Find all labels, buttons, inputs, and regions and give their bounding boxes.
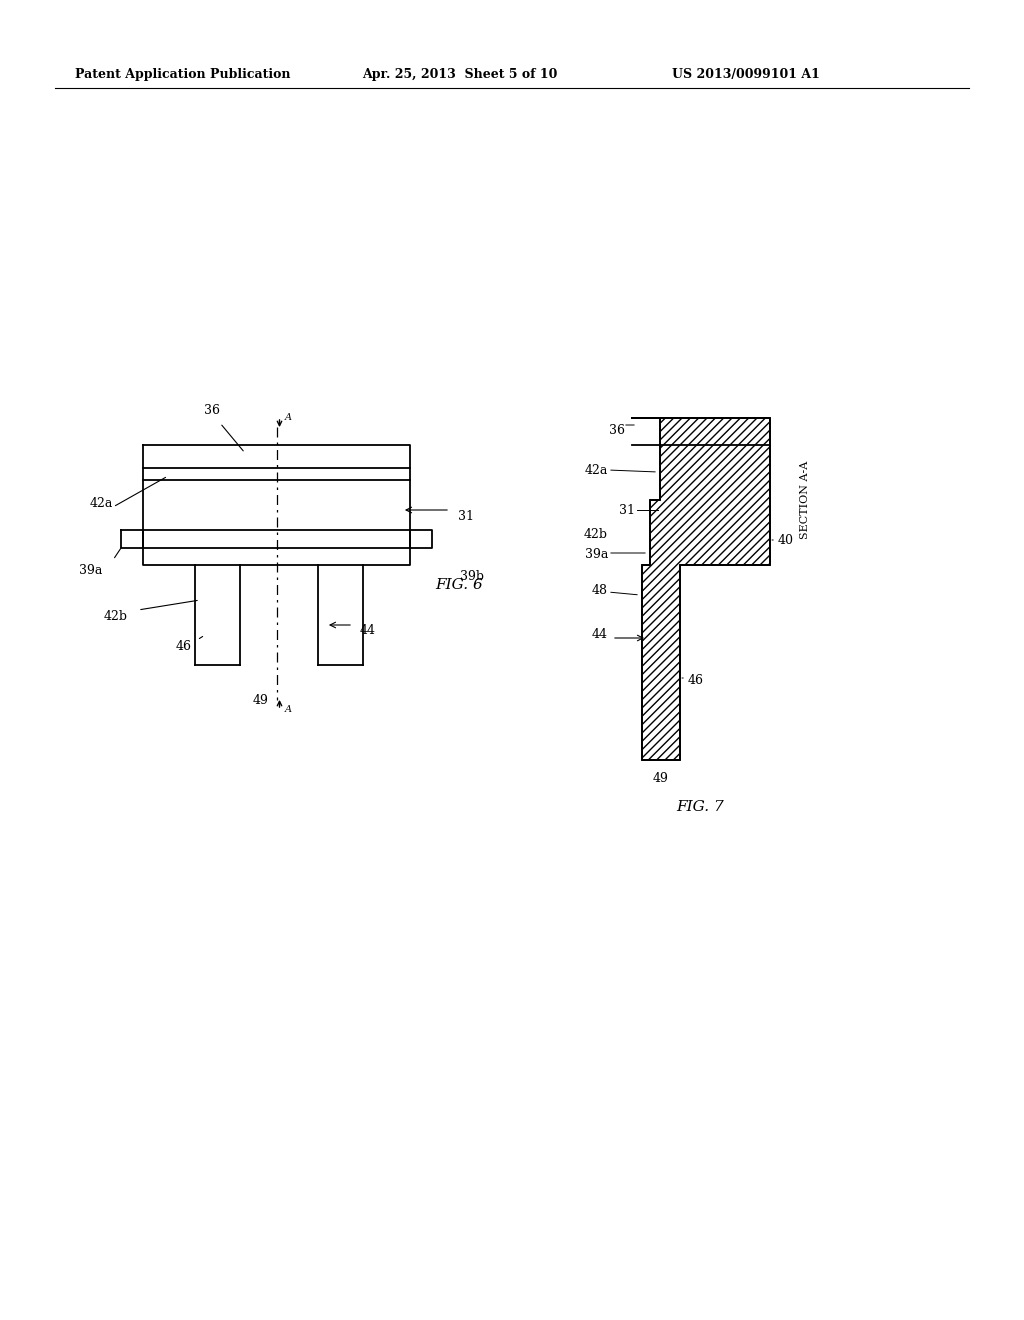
Text: 31: 31 <box>618 503 635 516</box>
Text: 49: 49 <box>653 772 669 785</box>
Text: 48: 48 <box>592 583 608 597</box>
Text: 46: 46 <box>176 640 193 653</box>
Text: 40: 40 <box>778 533 794 546</box>
Text: 36: 36 <box>609 424 625 437</box>
Text: A: A <box>285 413 292 422</box>
Text: 31: 31 <box>458 510 474 523</box>
Text: 49: 49 <box>253 694 268 708</box>
Text: 44: 44 <box>592 628 608 642</box>
Text: Patent Application Publication: Patent Application Publication <box>75 69 291 81</box>
Text: 42a: 42a <box>585 463 608 477</box>
Text: 42b: 42b <box>584 528 608 541</box>
Text: 39a: 39a <box>585 549 608 561</box>
Text: 39b: 39b <box>460 570 484 583</box>
Text: SECTION A-A: SECTION A-A <box>800 461 810 539</box>
Text: FIG. 6: FIG. 6 <box>435 578 482 591</box>
Text: 42a: 42a <box>89 498 113 510</box>
Text: 36: 36 <box>204 404 220 417</box>
Text: FIG. 7: FIG. 7 <box>676 800 724 814</box>
Text: US 2013/0099101 A1: US 2013/0099101 A1 <box>672 69 820 81</box>
Text: 39a: 39a <box>79 564 102 577</box>
Text: A: A <box>285 705 292 714</box>
Polygon shape <box>632 418 770 760</box>
Text: 46: 46 <box>688 673 705 686</box>
Text: 44: 44 <box>360 623 376 636</box>
Text: Apr. 25, 2013  Sheet 5 of 10: Apr. 25, 2013 Sheet 5 of 10 <box>362 69 557 81</box>
Text: 42b: 42b <box>104 610 128 623</box>
